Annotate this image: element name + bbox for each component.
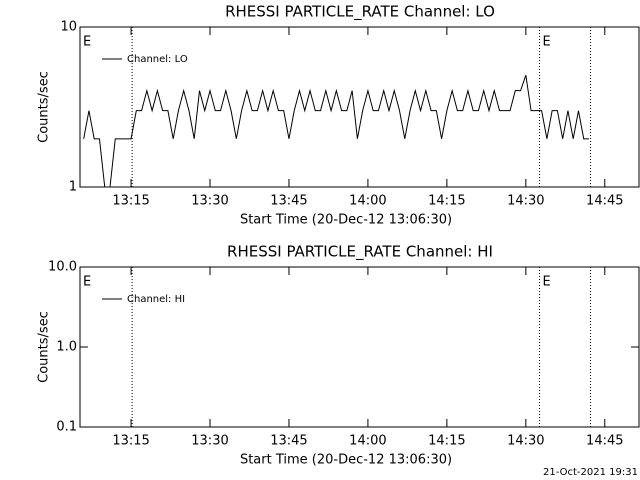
- background: [0, 0, 640, 480]
- x-tick-label: 13:15: [112, 194, 149, 209]
- legend-label: Channel: HI: [127, 294, 185, 305]
- legend-label: Channel: LO: [127, 54, 188, 65]
- event-label: E: [83, 35, 91, 50]
- event-label: E: [543, 275, 551, 290]
- event-label: E: [543, 35, 551, 50]
- event-label: E: [83, 275, 91, 290]
- x-tick-label: 14:30: [507, 194, 544, 209]
- chart-title: RHESSI PARTICLE_RATE Channel: HI: [227, 243, 493, 262]
- y-axis-title: Counts/sec: [37, 311, 52, 383]
- x-tick-label: 14:45: [586, 194, 623, 209]
- x-tick-label: 13:30: [191, 434, 228, 449]
- timestamp: 21-Oct-2021 19:31: [543, 467, 638, 478]
- x-axis-title: Start Time (20-Dec-12 13:06:30): [240, 213, 452, 228]
- y-axis-title: Counts/sec: [37, 71, 52, 143]
- y-tick-label: 1.0: [56, 340, 77, 355]
- x-axis-title: Start Time (20-Dec-12 13:06:30): [240, 453, 452, 468]
- y-tick-label: 10.0: [48, 260, 77, 275]
- y-tick-label: 1: [69, 180, 77, 195]
- x-tick-label: 13:15: [112, 434, 149, 449]
- x-tick-label: 14:15: [428, 434, 465, 449]
- x-tick-label: 13:30: [191, 194, 228, 209]
- x-tick-label: 14:00: [349, 434, 386, 449]
- x-tick-label: 14:15: [428, 194, 465, 209]
- chart: 21-Oct-2021 19:31 RHESSI PARTICLE_RATE C…: [0, 0, 640, 480]
- x-tick-label: 14:45: [586, 434, 623, 449]
- x-tick-label: 13:45: [270, 434, 307, 449]
- page: 21-Oct-2021 19:31 RHESSI PARTICLE_RATE C…: [0, 0, 640, 480]
- x-tick-label: 14:00: [349, 194, 386, 209]
- x-tick-label: 14:30: [507, 434, 544, 449]
- x-tick-label: 13:45: [270, 194, 307, 209]
- y-tick-label: 0.1: [56, 420, 77, 435]
- y-tick-label: 10: [60, 20, 77, 35]
- chart-title: RHESSI PARTICLE_RATE Channel: LO: [225, 3, 495, 22]
